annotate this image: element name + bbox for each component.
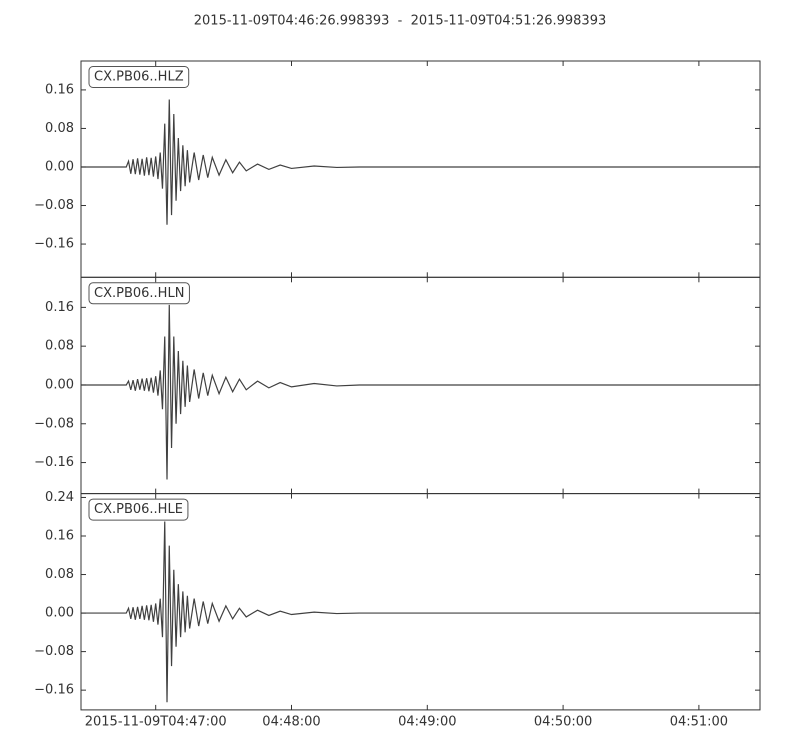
waveform [81,304,758,480]
x-tick-label: 2015-11-09T04:47:00 [85,714,227,729]
y-tick-label: −0.16 [34,455,74,470]
figure-title: 2015-11-09T04:46:26.998393 - 2015-11-09T… [194,14,607,29]
y-tick-label: −0.16 [34,683,74,698]
y-tick-label: 0.16 [45,82,74,97]
y-tick-label: −0.08 [34,644,74,659]
y-tick-label: 0.16 [45,300,74,315]
y-tick-label: −0.08 [34,198,74,213]
x-tick-label: 04:49:00 [398,714,456,729]
trace-label: CX.PB06..HLN [94,286,184,301]
y-tick-label: −0.08 [34,416,74,431]
y-tick-label: 0.00 [45,606,74,621]
trace-label-box [88,498,189,521]
y-tick-label: 0.00 [45,159,74,174]
trace-label: CX.PB06..HLE [94,502,183,517]
waveform [81,521,758,703]
y-tick-label: 0.08 [45,121,74,136]
trace-label-box [88,66,190,88]
trace-label-box [88,282,190,305]
y-tick-label: 0.08 [45,567,74,582]
x-tick-label: 04:48:00 [262,714,320,729]
y-tick-label: 0.16 [45,528,74,543]
y-tick-label: −0.16 [34,237,74,252]
y-tick-label: 0.08 [45,339,74,354]
x-tick-label: 04:50:00 [534,714,592,729]
axes-frame [80,493,761,711]
x-tick-label: 04:51:00 [670,714,728,729]
y-tick-label: 0.24 [45,490,74,505]
trace-label: CX.PB06..HLZ [94,70,184,85]
waveform [81,99,758,225]
y-tick-label: 0.00 [45,377,74,392]
